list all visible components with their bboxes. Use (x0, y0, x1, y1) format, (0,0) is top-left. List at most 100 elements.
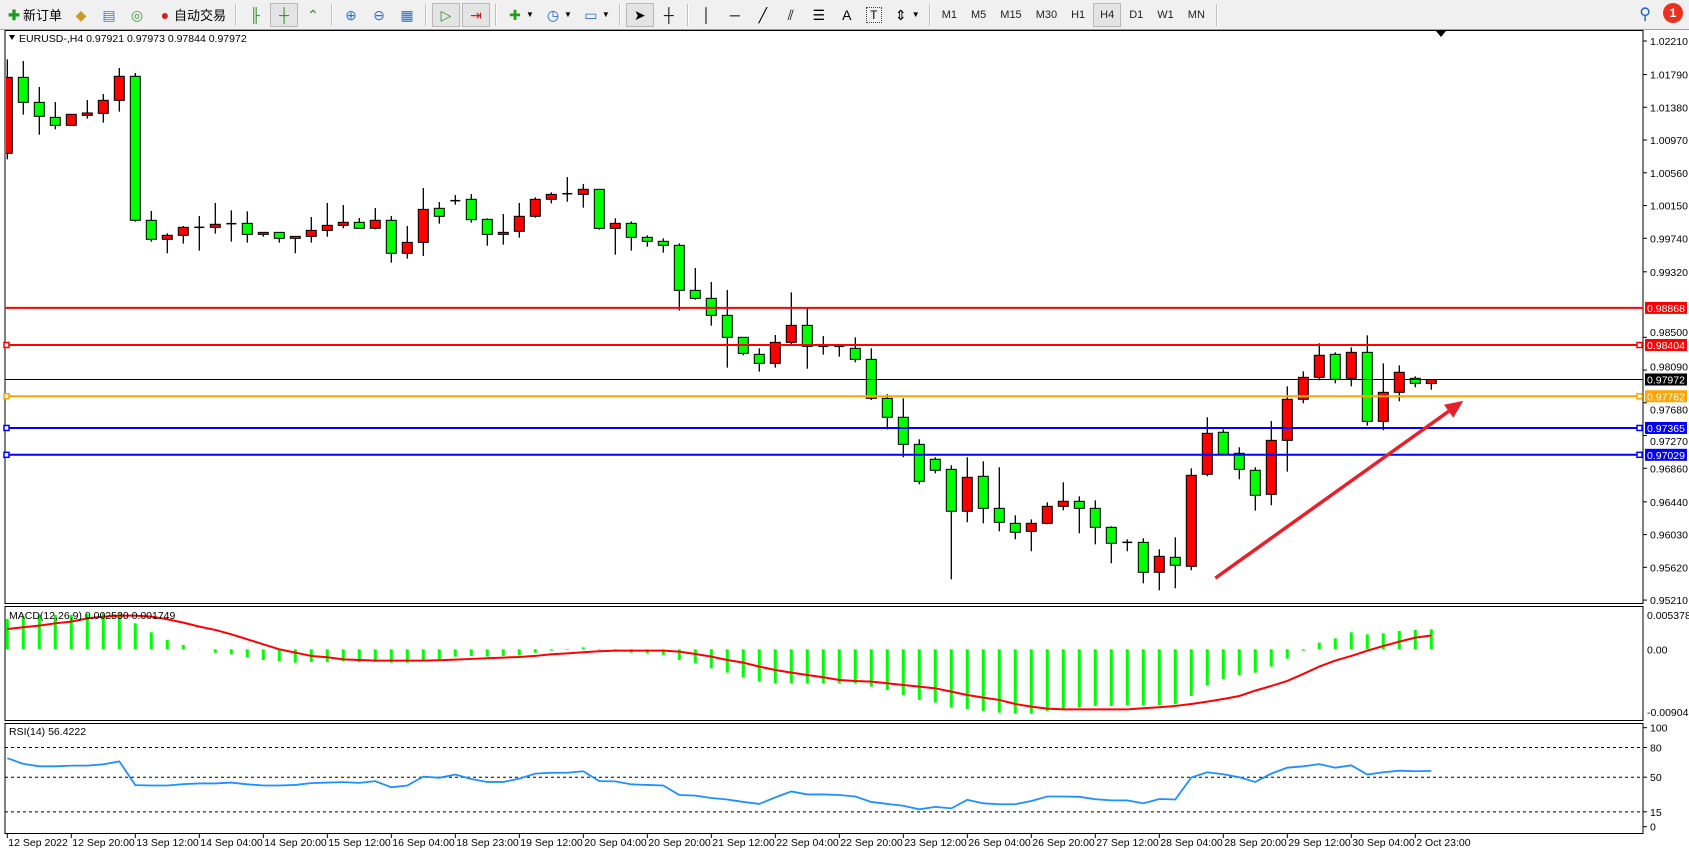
chart-shift-button[interactable]: ⇥ (462, 2, 491, 27)
timeframe-w1[interactable]: W1 (1157, 8, 1174, 21)
candle-body (113, 75, 125, 101)
zoom-in-button[interactable]: ⊕ (338, 3, 364, 27)
time-axis-label: 20 Sep 20:00 (648, 837, 711, 849)
timeframe-h4[interactable]: H4 (1093, 2, 1122, 27)
templates-button[interactable]: ▭ ▼ (578, 3, 614, 27)
candle-body (97, 99, 109, 114)
toolbar: ✚ 新订单 ◆ ▤ ◎ ● 自动交易 ╟ ┼ ⌃ ⊕ ⊖ ▦ ▷ ⇥ ✚ ▼ ◷ ▼ ▭… (0, 0, 1689, 30)
bar-chart-button[interactable]: ╟ (242, 3, 268, 27)
candle-body (529, 198, 541, 217)
price-label: 0.97029 (1647, 450, 1685, 462)
time-axis-label: 13 Sep 12:00 (136, 837, 199, 849)
candle-body (1009, 522, 1021, 533)
navigator-button[interactable]: ◎ (124, 3, 150, 27)
candle-body (769, 341, 781, 364)
price-label-box (1645, 338, 1687, 351)
line-handle[interactable] (3, 393, 10, 400)
auto-scroll-button[interactable]: ▷ (432, 2, 461, 27)
line-handle[interactable] (3, 341, 10, 349)
time-axis-label: 14 Sep 20:00 (264, 837, 327, 849)
line-handle[interactable] (1636, 341, 1643, 349)
line-chart-button[interactable]: ⌃ (300, 3, 326, 27)
price-axis-label: 0.97270 (1650, 436, 1688, 448)
line-handle[interactable] (3, 424, 10, 432)
zoom-in-icon: ⊕ (345, 6, 357, 23)
candle-body (913, 443, 925, 482)
line-handle[interactable] (1636, 393, 1643, 400)
candle-body (417, 208, 429, 243)
tile-windows-button[interactable]: ▦ (394, 3, 420, 27)
price-axis-label: 1.00150 (1650, 201, 1688, 213)
timeframe-m1[interactable]: M1 (941, 8, 957, 21)
indicators-icon: ✚ (509, 6, 521, 23)
candle-body (1297, 376, 1309, 400)
dropdown-triangle-icon[interactable] (9, 35, 15, 40)
text-label-button[interactable]: T (862, 3, 886, 27)
price-axis-label: 0.99740 (1650, 233, 1688, 245)
candle-body (1249, 469, 1261, 496)
channel-button[interactable]: ⫽ (778, 3, 804, 27)
line-handle[interactable] (1636, 451, 1643, 459)
candle-body (321, 224, 333, 231)
macd-axis-label: -0.009043 (1647, 707, 1689, 719)
vertical-line-icon: │ (702, 6, 712, 23)
timeframe-m30[interactable]: M30 (1035, 8, 1058, 21)
candle-body (705, 297, 717, 316)
zoom-out-button[interactable]: ⊖ (366, 3, 392, 27)
price-axis-label: 0.95210 (1650, 595, 1688, 607)
timeframe-m15[interactable]: M15 (1000, 8, 1022, 21)
horizontal-line-icon: ─ (729, 6, 740, 23)
vertical-line-button[interactable]: │ (694, 3, 720, 27)
timeframe-m5[interactable]: M5 (971, 8, 987, 21)
cursor-button[interactable]: ➤ (625, 2, 654, 27)
candlestick-button[interactable]: ┼ (270, 2, 299, 27)
candle-body (1313, 354, 1325, 378)
price-label: 0.98868 (1647, 303, 1685, 315)
time-axis-label: 14 Sep 04:00 (200, 837, 263, 849)
price-axis-label: 0.96030 (1650, 530, 1688, 542)
periods-button[interactable]: ◷ ▼ (540, 3, 576, 27)
candle-body (897, 416, 909, 445)
arrows-button[interactable]: ⇕ ▼ (888, 3, 924, 27)
line-handle[interactable] (3, 451, 10, 459)
trendline-button[interactable]: ╱ (750, 3, 776, 27)
candle-body (657, 240, 669, 246)
horizontal-line-button[interactable]: ─ (722, 3, 748, 27)
auto-trading-button[interactable]: ● 自动交易 (152, 3, 230, 27)
timeframe-h1[interactable]: H1 (1071, 8, 1086, 21)
candle-body (129, 75, 141, 221)
candle-body (289, 235, 301, 239)
data-window-button[interactable]: ▤ (96, 3, 122, 27)
indicators-button[interactable]: ✚ ▼ (502, 3, 538, 27)
fibonacci-button[interactable]: ☰ (806, 3, 832, 27)
timeframe-d1[interactable]: D1 (1129, 8, 1144, 21)
line-chart-icon: ⌃ (307, 6, 319, 23)
candle-body (1345, 351, 1357, 379)
time-axis-label: 22 Sep 04:00 (776, 837, 839, 849)
chevron-down-icon: ▼ (526, 10, 534, 19)
trend-arrow[interactable] (1214, 409, 1450, 580)
search-icon[interactable]: ⚲ (1639, 6, 1651, 23)
candle-body (465, 198, 477, 221)
market-watch-button[interactable]: ◆ (68, 3, 94, 27)
chart-shift-marker-icon[interactable] (1436, 31, 1446, 37)
database-icon: ▤ (102, 6, 116, 23)
text-button[interactable]: A (834, 3, 860, 27)
candle-body (17, 76, 29, 103)
candle-body (673, 244, 685, 291)
bar-chart-icon: ╟ (250, 6, 260, 23)
price-axis-label: 0.96860 (1650, 463, 1688, 475)
candle-body (1329, 353, 1341, 380)
time-axis-label: 21 Sep 12:00 (712, 837, 775, 849)
candle-body (513, 215, 525, 232)
notification-badge[interactable]: 1 (1663, 3, 1683, 23)
chart-window[interactable]: 1.02210 1.01790 1.01380 1.00970 1.00560 1.001… (0, 30, 1689, 856)
timeframe-mn[interactable]: MN (1187, 8, 1205, 21)
separator (495, 3, 498, 26)
crosshair-button[interactable]: ┼ (656, 3, 682, 27)
price-axis-label: 0.98500 (1650, 327, 1688, 339)
new-order-button[interactable]: ✚ 新订单 (1, 3, 66, 27)
main-pane (4, 30, 1644, 604)
candle-body (401, 241, 413, 254)
line-handle[interactable] (1636, 424, 1643, 432)
